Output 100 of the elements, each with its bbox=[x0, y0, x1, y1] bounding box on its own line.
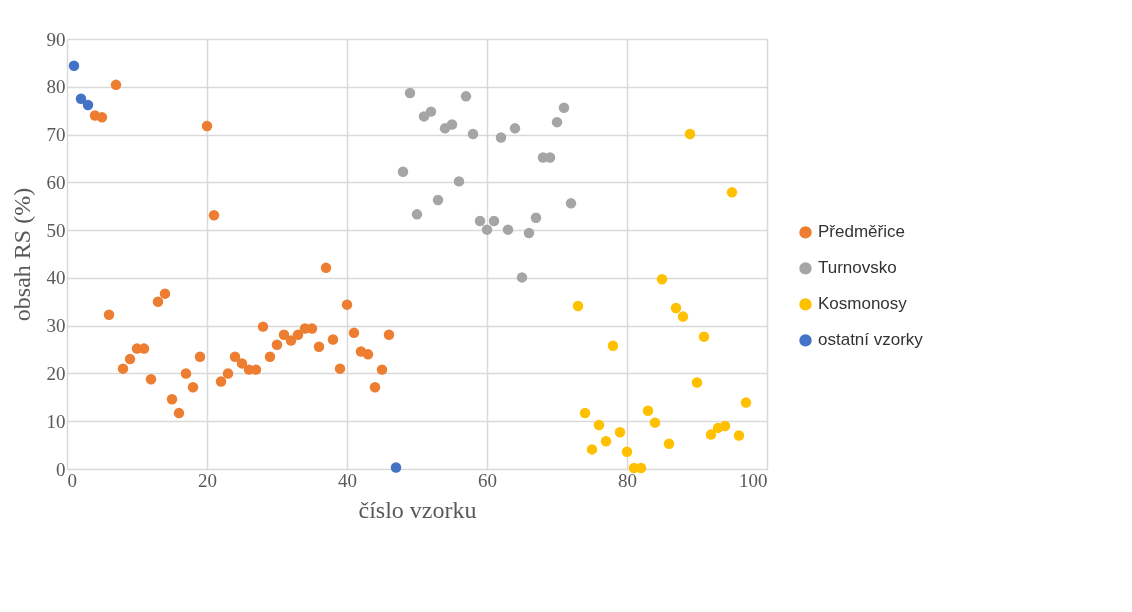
point bbox=[292, 329, 304, 340]
point bbox=[691, 377, 703, 388]
point bbox=[474, 215, 486, 227]
point bbox=[558, 102, 570, 114]
y-tick-label: 30 bbox=[46, 315, 66, 337]
point bbox=[327, 334, 339, 345]
point bbox=[411, 209, 423, 220]
point bbox=[530, 212, 542, 223]
y-tick-label: 50 bbox=[46, 219, 66, 241]
point bbox=[600, 436, 612, 447]
y-tick-label: 10 bbox=[46, 410, 66, 432]
point bbox=[369, 382, 381, 393]
point bbox=[117, 363, 129, 374]
point bbox=[278, 329, 290, 340]
point bbox=[159, 288, 171, 299]
point bbox=[257, 321, 269, 332]
point bbox=[607, 340, 619, 351]
point bbox=[376, 364, 388, 375]
point bbox=[320, 262, 332, 274]
point bbox=[215, 376, 227, 387]
point bbox=[649, 417, 661, 428]
point bbox=[663, 438, 675, 449]
x-tick-label: 100 bbox=[739, 469, 768, 491]
point bbox=[523, 227, 535, 239]
y-tick-label: 40 bbox=[46, 267, 66, 289]
point bbox=[586, 444, 598, 455]
point bbox=[621, 446, 633, 458]
point bbox=[341, 299, 353, 310]
legend-label: Předměřice bbox=[818, 222, 905, 242]
point bbox=[313, 341, 325, 352]
point bbox=[348, 327, 360, 339]
x-axis-title: číslo vzorku bbox=[358, 496, 477, 523]
x-tick-label: 20 bbox=[198, 469, 217, 491]
point bbox=[677, 311, 689, 322]
point bbox=[432, 194, 444, 206]
point bbox=[124, 353, 136, 365]
point bbox=[705, 429, 717, 440]
point bbox=[572, 300, 584, 312]
point bbox=[404, 87, 416, 99]
point bbox=[481, 224, 493, 235]
point bbox=[96, 112, 108, 123]
point bbox=[208, 210, 220, 221]
point bbox=[166, 394, 178, 405]
point bbox=[698, 331, 710, 342]
point bbox=[579, 407, 591, 419]
point bbox=[502, 224, 514, 235]
point bbox=[593, 419, 605, 431]
point bbox=[187, 382, 199, 393]
point bbox=[152, 296, 164, 308]
point bbox=[642, 405, 654, 416]
y-axis-title: obsah RS (%) bbox=[8, 187, 35, 322]
point bbox=[614, 426, 626, 438]
point bbox=[383, 329, 395, 340]
point bbox=[390, 462, 402, 473]
point bbox=[425, 106, 437, 117]
point bbox=[565, 198, 577, 209]
point bbox=[222, 368, 234, 379]
point bbox=[495, 132, 507, 143]
point bbox=[467, 128, 479, 140]
point bbox=[362, 349, 374, 360]
point bbox=[516, 272, 528, 283]
point bbox=[173, 407, 185, 419]
y-tick-label: 60 bbox=[46, 171, 66, 193]
point bbox=[726, 187, 738, 198]
point bbox=[264, 351, 276, 362]
point bbox=[201, 120, 213, 132]
point bbox=[418, 111, 430, 122]
point bbox=[460, 91, 472, 102]
y-tick-label: 70 bbox=[46, 124, 66, 146]
point bbox=[733, 430, 745, 441]
x-tick-label: 60 bbox=[478, 469, 497, 491]
y-tick-label: 20 bbox=[46, 362, 66, 384]
point bbox=[684, 128, 696, 140]
point bbox=[397, 166, 409, 178]
point bbox=[236, 358, 248, 369]
point bbox=[446, 119, 458, 130]
point bbox=[740, 397, 752, 408]
point bbox=[82, 99, 94, 111]
point bbox=[110, 79, 122, 91]
legend-label: Turnovsko bbox=[818, 258, 897, 278]
point bbox=[551, 116, 563, 128]
point bbox=[271, 339, 283, 351]
x-tick-label: 80 bbox=[618, 469, 637, 491]
point bbox=[488, 215, 500, 227]
x-tick-label: 40 bbox=[338, 469, 357, 491]
point bbox=[719, 420, 731, 432]
point bbox=[68, 60, 80, 71]
point bbox=[229, 351, 241, 362]
point bbox=[285, 335, 297, 346]
point bbox=[453, 176, 465, 187]
legend-label: Kosmonosy bbox=[818, 294, 908, 314]
point bbox=[75, 93, 87, 104]
y-tick-label: 80 bbox=[46, 76, 66, 98]
point bbox=[145, 373, 157, 385]
point bbox=[656, 274, 668, 285]
point bbox=[103, 309, 115, 320]
legend-label: ostatní vzorky bbox=[818, 330, 924, 350]
point bbox=[670, 302, 682, 314]
point bbox=[334, 363, 346, 374]
point bbox=[194, 351, 206, 362]
